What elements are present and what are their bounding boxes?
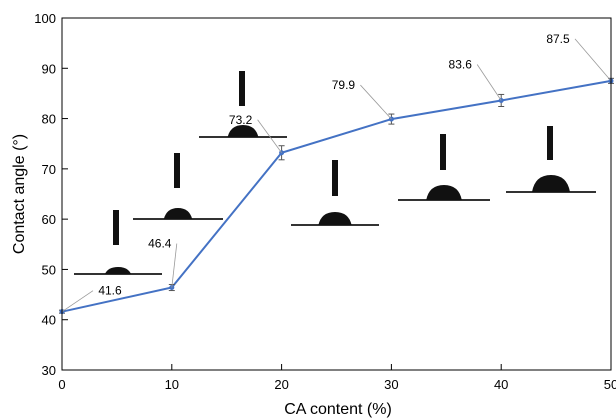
plot-frame	[61, 17, 612, 371]
x-tick-label: 20	[274, 377, 288, 392]
leader-line	[257, 119, 282, 154]
dispensing-needle	[440, 134, 446, 170]
droplet-inset	[133, 153, 223, 220]
y-axis-title: Contact angle (°)	[11, 134, 28, 254]
droplet-inset	[74, 210, 162, 275]
y-tick-label: 30	[42, 363, 56, 378]
y-tick-label: 100	[34, 11, 56, 26]
x-tick-label: 50	[604, 377, 616, 392]
data-label: 41.6	[98, 284, 122, 298]
y-tick-label: 90	[42, 61, 56, 76]
droplet-inset	[398, 134, 490, 201]
dispensing-needle	[332, 160, 338, 196]
series-line	[61, 79, 612, 313]
data-label: 79.9	[332, 78, 356, 92]
droplet-inset	[199, 71, 287, 138]
y-tick-label: 80	[42, 112, 56, 127]
droplet-shape	[532, 175, 570, 192]
y-tick-label: 60	[42, 212, 56, 227]
dispensing-needle	[239, 71, 245, 106]
data-label: 83.6	[449, 57, 473, 71]
droplet-shape	[426, 185, 462, 200]
leader-line	[360, 84, 392, 120]
droplet-shape	[227, 125, 259, 137]
droplet-inset	[291, 160, 379, 226]
data-label: 73.2	[229, 113, 253, 127]
x-tick-label: 10	[165, 377, 179, 392]
x-axis-title: CA content (%)	[284, 401, 392, 418]
y-tick-label: 50	[42, 262, 56, 277]
droplet-shape	[318, 212, 352, 225]
leader-line	[574, 38, 612, 82]
droplet-shape	[105, 267, 131, 274]
y-tick-label: 40	[42, 313, 56, 328]
droplet-inset	[506, 126, 596, 193]
series-layer	[59, 77, 614, 315]
axis-ticks: 30 40 50 60 70 80 90 100 0 10 20 30 40 50	[34, 11, 616, 392]
dispensing-needle	[113, 210, 119, 245]
x-tick-label: 30	[384, 377, 398, 392]
data-label: 87.5	[546, 32, 570, 46]
leader-line	[61, 290, 94, 312]
dispensing-needle	[174, 153, 180, 188]
dispensing-needle	[547, 126, 553, 160]
droplet-insets	[74, 71, 596, 275]
data-label: 46.4	[148, 237, 172, 251]
leader-line	[476, 64, 502, 101]
droplet-shape	[163, 208, 193, 219]
x-tick-label: 0	[58, 377, 65, 392]
leader-line	[171, 243, 178, 288]
x-tick-label: 40	[494, 377, 508, 392]
data-labels: 41.6 46.4 73.2 79.9 83.6 87.5	[61, 32, 612, 312]
y-tick-label: 70	[42, 162, 56, 177]
